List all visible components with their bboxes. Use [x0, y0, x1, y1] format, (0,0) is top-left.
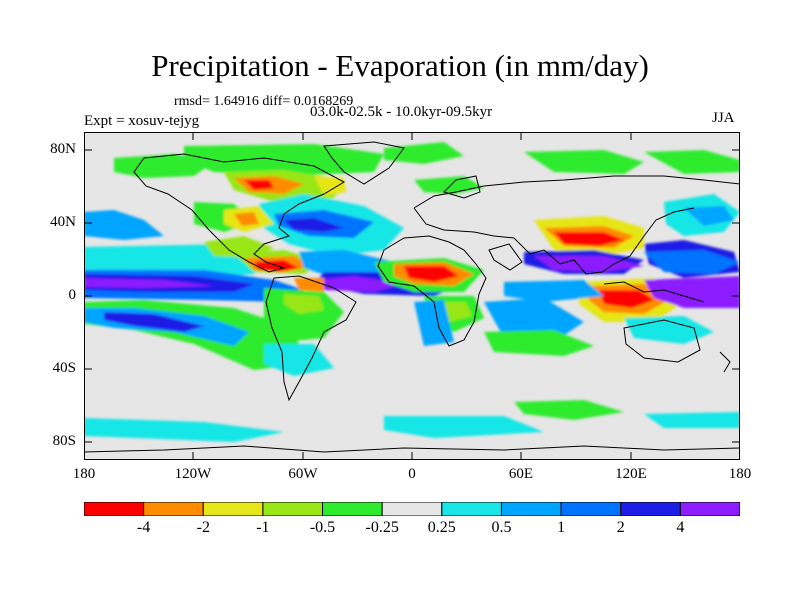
colorbar-label: 0.5 — [491, 519, 512, 536]
pme-field — [84, 142, 740, 442]
colorbar-swatch — [202, 502, 264, 516]
lon-label-60e: 60E — [508, 466, 534, 482]
map-title: Precipitation - Evaporation (in mm/day) — [151, 48, 649, 83]
stats-text: rmsd= 1.64916 diff= 0.0168269 — [174, 94, 354, 109]
experiment-label: Expt = xosuv-tejyg — [84, 113, 200, 129]
lat-label-80n: 80N — [50, 141, 76, 157]
colorbar-label: -2 — [196, 519, 210, 536]
lon-label-0: 0 — [408, 466, 416, 482]
colorbar-swatch — [500, 502, 562, 516]
colorbar-label: -4 — [136, 519, 151, 536]
colorbar-swatch — [84, 502, 145, 516]
lon-label-60w: 60W — [288, 466, 318, 482]
colorbar-swatch — [262, 502, 324, 516]
lat-label-80s: 80S — [52, 433, 76, 449]
lat-label-40s: 40S — [52, 360, 76, 376]
colorbar-label: -0.25 — [365, 519, 399, 536]
lon-label-120e: 120E — [615, 466, 647, 482]
colorbar-label: 1 — [557, 519, 566, 536]
colorbar-swatch — [679, 502, 740, 516]
colorbar-swatch — [381, 502, 443, 516]
season-label: JJA — [712, 110, 735, 126]
lon-label-120w: 120W — [174, 466, 212, 482]
map-plot — [84, 132, 740, 460]
colorbar-swatch — [620, 502, 681, 516]
colorbar-swatch — [143, 502, 204, 516]
lat-label-0: 0 — [68, 287, 77, 303]
colorbar-label: 0.25 — [427, 519, 456, 536]
colorbar-label: 2 — [616, 519, 625, 536]
colorbar-label: 4 — [676, 519, 685, 536]
colorbar-label: -0.5 — [309, 519, 336, 536]
colorbar-swatch — [560, 502, 622, 516]
lat-label-40n: 40N — [50, 214, 76, 230]
period-label: 03.0k-02.5k - 10.0kyr-09.5kyr — [310, 104, 493, 120]
lon-label-180e: 180 — [728, 466, 752, 482]
coastlines — [84, 141, 740, 453]
colorbar-swatch — [322, 502, 383, 516]
colorbar-swatch — [441, 502, 502, 516]
colorbar — [84, 502, 740, 516]
colorbar-label: -1 — [256, 519, 270, 536]
lon-label-180w: 180 — [72, 466, 96, 482]
axis-ticks — [84, 132, 740, 460]
